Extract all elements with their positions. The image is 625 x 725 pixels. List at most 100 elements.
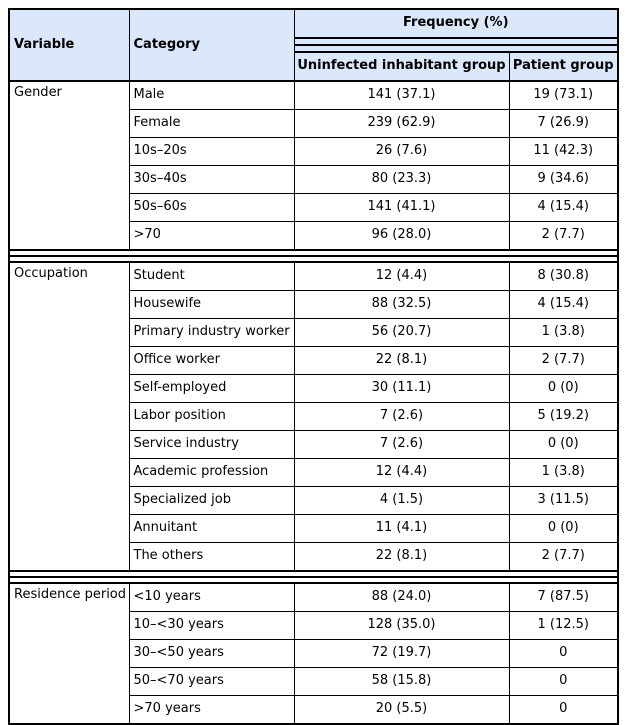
variable-cell-residence-period: Residence period	[8, 582, 130, 725]
table-header: Variable Category Frequency (%) Uninfect…	[8, 8, 619, 82]
table-row: >70 96 (28.0) 2 (7.7)	[9, 221, 619, 251]
table-row: 10–<30 years 128 (35.0) 1 (12.5)	[9, 611, 619, 640]
uninfected-value-cell: 80 (23.3)	[293, 165, 510, 194]
uninfected-value-cell: 141 (41.1)	[293, 193, 510, 222]
category-cell: 30s–40s	[128, 165, 295, 194]
patient-value-cell: 8 (30.8)	[508, 261, 619, 291]
patient-value-cell: 1 (12.5)	[508, 611, 619, 640]
category-cell: >70 years	[128, 695, 295, 725]
category-cell: Male	[128, 80, 295, 110]
category-cell: 50–<70 years	[128, 667, 295, 696]
column-header-category: Category	[128, 8, 295, 82]
patient-value-cell: 0 (0)	[508, 514, 619, 543]
category-cell: Housewife	[128, 290, 295, 319]
patient-value-cell: 11 (42.3)	[508, 137, 619, 166]
patient-value-cell: 1 (3.8)	[508, 318, 619, 347]
table-body: Gender Male 141 (37.1) 19 (73.1) Female …	[8, 80, 619, 725]
table-row: Service industry 7 (2.6) 0 (0)	[9, 430, 619, 459]
section-double-rule	[8, 249, 619, 263]
column-header-variable: Variable	[8, 8, 130, 82]
category-cell: Self-employed	[128, 374, 295, 403]
patient-value-cell: 2 (7.7)	[508, 221, 619, 251]
column-header-uninfected-group: Uninfected inhabitant group	[293, 51, 510, 82]
uninfected-value-cell: 58 (15.8)	[293, 667, 510, 696]
uninfected-value-cell: 22 (8.1)	[293, 542, 510, 572]
category-cell: Service industry	[128, 430, 295, 459]
table-row: 30–<50 years 72 (19.7) 0	[9, 639, 619, 668]
patient-value-cell: 0	[508, 667, 619, 696]
patient-value-cell: 4 (15.4)	[508, 290, 619, 319]
table-row: 50s–60s 141 (41.1) 4 (15.4)	[9, 193, 619, 222]
category-cell: 10s–20s	[128, 137, 295, 166]
uninfected-value-cell: 30 (11.1)	[293, 374, 510, 403]
column-group-header-frequency: Frequency (%)	[293, 8, 619, 39]
category-cell: 10–<30 years	[128, 611, 295, 640]
header-double-rule	[293, 37, 619, 53]
table-row: Housewife 88 (32.5) 4 (15.4)	[9, 290, 619, 319]
patient-value-cell: 7 (87.5)	[508, 582, 619, 612]
patient-value-cell: 0 (0)	[508, 430, 619, 459]
patient-value-cell: 9 (34.6)	[508, 165, 619, 194]
header-row-top: Variable Category Frequency (%)	[8, 8, 619, 82]
table-row: 50–<70 years 58 (15.8) 0	[9, 667, 619, 696]
uninfected-value-cell: 88 (24.0)	[293, 582, 510, 612]
patient-value-cell: 7 (26.9)	[508, 109, 619, 138]
table-row: The others 22 (8.1) 2 (7.7)	[9, 542, 619, 572]
uninfected-value-cell: 7 (2.6)	[293, 402, 510, 431]
uninfected-value-cell: 4 (1.5)	[293, 486, 510, 515]
category-cell: Primary industry worker	[128, 318, 295, 347]
uninfected-value-cell: 11 (4.1)	[293, 514, 510, 543]
uninfected-value-cell: 22 (8.1)	[293, 346, 510, 375]
uninfected-value-cell: 141 (37.1)	[293, 80, 510, 110]
double-rule-line	[10, 576, 617, 578]
category-cell: >70	[128, 221, 295, 251]
table-row: Residence period <10 years 88 (24.0) 7 (…	[8, 582, 619, 725]
category-cell: Female	[128, 109, 295, 138]
uninfected-value-cell: 56 (20.7)	[293, 318, 510, 347]
category-cell: The others	[128, 542, 295, 572]
table-row: Self-employed 30 (11.1) 0 (0)	[9, 374, 619, 403]
category-cell: 30–<50 years	[128, 639, 295, 668]
category-cell: Student	[128, 261, 295, 291]
table-row: Female 239 (62.9) 7 (26.9)	[9, 109, 619, 138]
uninfected-value-cell: 72 (19.7)	[293, 639, 510, 668]
patient-value-cell: 1 (3.8)	[508, 458, 619, 487]
patient-value-cell: 2 (7.7)	[508, 542, 619, 572]
variable-cell-gender: Gender	[8, 80, 130, 251]
category-cell: 50s–60s	[128, 193, 295, 222]
category-cell: Annuitant	[128, 514, 295, 543]
table-row: Labor position 7 (2.6) 5 (19.2)	[9, 402, 619, 431]
category-cell: Office worker	[128, 346, 295, 375]
uninfected-value-cell: 12 (4.4)	[293, 261, 510, 291]
patient-value-cell: 5 (19.2)	[508, 402, 619, 431]
uninfected-value-cell: 88 (32.5)	[293, 290, 510, 319]
double-rule-line	[10, 255, 617, 257]
uninfected-value-cell: 7 (2.6)	[293, 430, 510, 459]
uninfected-value-cell: 239 (62.9)	[293, 109, 510, 138]
table-row: Office worker 22 (8.1) 2 (7.7)	[9, 346, 619, 375]
table-row: 10s–20s 26 (7.6) 11 (42.3)	[9, 137, 619, 166]
section-separator-row	[8, 570, 619, 584]
patient-value-cell: 0 (0)	[508, 374, 619, 403]
table-row: Academic profession 12 (4.4) 1 (3.8)	[9, 458, 619, 487]
category-cell: Academic profession	[128, 458, 295, 487]
uninfected-value-cell: 128 (35.0)	[293, 611, 510, 640]
uninfected-value-cell: 12 (4.4)	[293, 458, 510, 487]
table-row: Gender Male 141 (37.1) 19 (73.1)	[8, 80, 619, 251]
patient-value-cell: 0	[508, 639, 619, 668]
uninfected-value-cell: 20 (5.5)	[293, 695, 510, 725]
column-header-patient-group: Patient group	[508, 51, 619, 82]
patient-value-cell: 0	[508, 695, 619, 725]
uninfected-value-cell: 96 (28.0)	[293, 221, 510, 251]
patient-value-cell: 19 (73.1)	[508, 80, 619, 110]
frequency-table: Variable Category Frequency (%) Uninfect…	[8, 8, 619, 725]
category-cell: <10 years	[128, 582, 295, 612]
variable-cell-occupation: Occupation	[8, 261, 130, 572]
category-cell: Specialized job	[128, 486, 295, 515]
category-cell: Labor position	[128, 402, 295, 431]
section-separator-row	[8, 249, 619, 263]
uninfected-value-cell: 26 (7.6)	[293, 137, 510, 166]
table-row: 30s–40s 80 (23.3) 9 (34.6)	[9, 165, 619, 194]
section-double-rule	[8, 570, 619, 584]
patient-value-cell: 2 (7.7)	[508, 346, 619, 375]
